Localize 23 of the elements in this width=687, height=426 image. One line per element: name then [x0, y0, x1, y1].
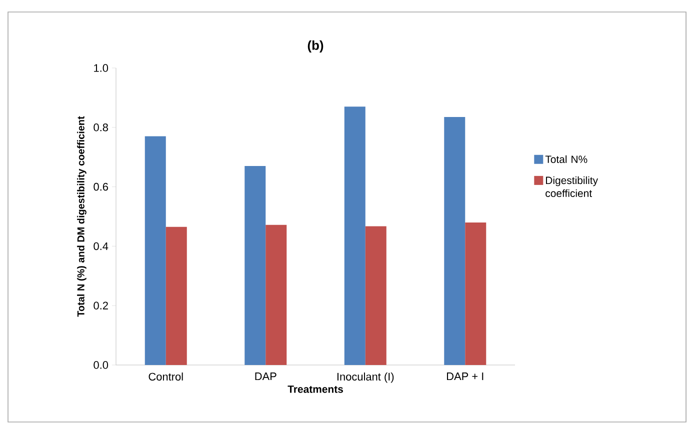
y-tick-label: 0.0: [94, 361, 108, 369]
bar: [266, 224, 287, 365]
y-tick-label: 0.6: [94, 182, 108, 191]
bar: [444, 117, 466, 365]
x-tick-label: DAP: [255, 372, 276, 380]
legend-label: Digestibility coefficient: [546, 176, 598, 198]
chart-title: (b): [308, 40, 324, 52]
y-tick-label: 0.4: [94, 242, 108, 250]
y-tick-label: 0.2: [94, 302, 108, 310]
bar: [365, 226, 386, 365]
x-tick-label: DAP + I: [447, 372, 484, 380]
y-axis-title: Total N (%) and DM digestibility coefficient: [77, 116, 86, 317]
x-axis-title: Treatments: [288, 386, 343, 393]
bar: [465, 222, 486, 365]
bar: [144, 136, 166, 365]
bar: [244, 166, 266, 365]
bar: [344, 106, 366, 365]
y-tick-label: 1.0: [94, 64, 108, 72]
x-tick-label: Inoculant (I): [337, 372, 394, 383]
y-tick-label: 0.8: [94, 124, 108, 132]
bar: [166, 226, 187, 365]
x-tick-label: Control: [148, 372, 183, 381]
legend-label: Total N%: [545, 155, 588, 164]
